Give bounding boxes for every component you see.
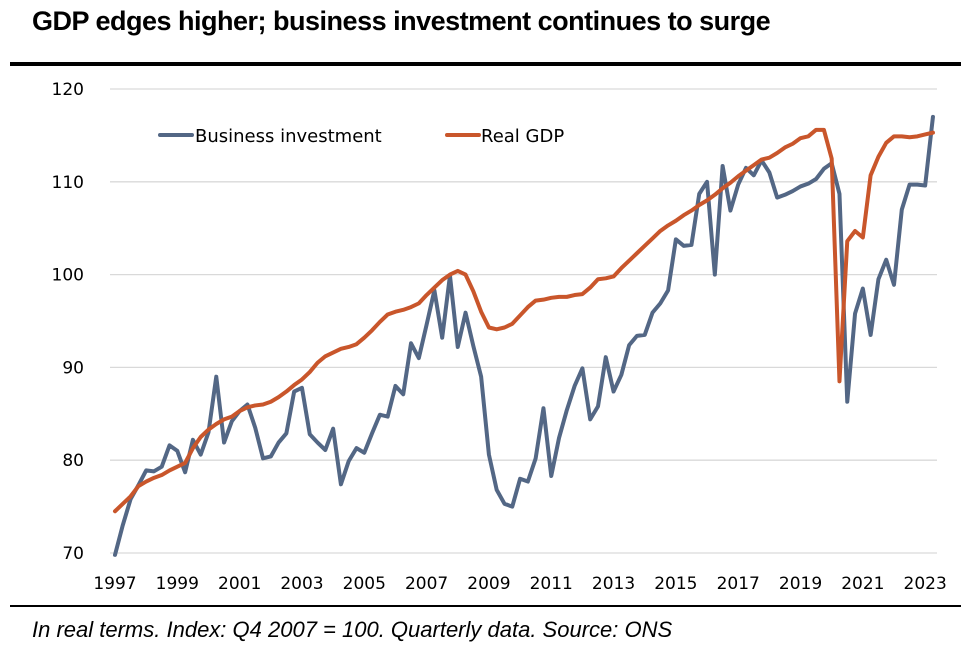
series-line-real-gdp xyxy=(113,127,935,514)
x-tick-label: 2019 xyxy=(779,574,822,594)
y-tick-label: 90 xyxy=(62,358,84,378)
y-tick-label: 80 xyxy=(62,451,84,471)
y-tick-label: 100 xyxy=(52,266,84,286)
series-lines xyxy=(113,114,935,557)
legend-label-real-gdp: Real GDP xyxy=(481,126,564,147)
y-tick-label: 70 xyxy=(62,544,84,564)
x-tick-label: 1999 xyxy=(156,574,199,594)
x-tick-label: 2005 xyxy=(343,574,386,594)
gridlines xyxy=(110,88,937,554)
x-tick-label: 2001 xyxy=(218,574,261,594)
x-tick-label: 2021 xyxy=(841,574,884,594)
y-tick-label: 120 xyxy=(52,80,84,100)
x-tick-label: 2013 xyxy=(592,574,635,594)
y-axis-ticks: 70 80 90 100 110 120 xyxy=(52,80,84,564)
series-line-business-investment xyxy=(113,114,935,557)
chart-title: GDP edges higher; business investment co… xyxy=(32,6,771,36)
bottom-divider xyxy=(10,605,961,607)
top-divider xyxy=(10,62,961,66)
x-tick-label: 2015 xyxy=(654,574,697,594)
x-tick-label: 2003 xyxy=(280,574,323,594)
legend: Business investment Real GDP xyxy=(158,126,564,147)
y-tick-label: 110 xyxy=(52,173,84,193)
x-tick-label: 2011 xyxy=(530,574,573,594)
legend-label-business-investment: Business investment xyxy=(195,126,382,147)
x-tick-label: 2017 xyxy=(717,574,760,594)
x-tick-label: 2023 xyxy=(904,574,947,594)
x-tick-label: 2009 xyxy=(467,574,510,594)
source-caption: In real terms. Index: Q4 2007 = 100. Qua… xyxy=(32,617,673,642)
x-axis-ticks: 1997 1999 2001 2003 2005 2007 2009 2011 2013 2015… xyxy=(93,574,946,594)
x-tick-label: 2007 xyxy=(405,574,448,594)
x-tick-label: 1997 xyxy=(93,574,136,594)
